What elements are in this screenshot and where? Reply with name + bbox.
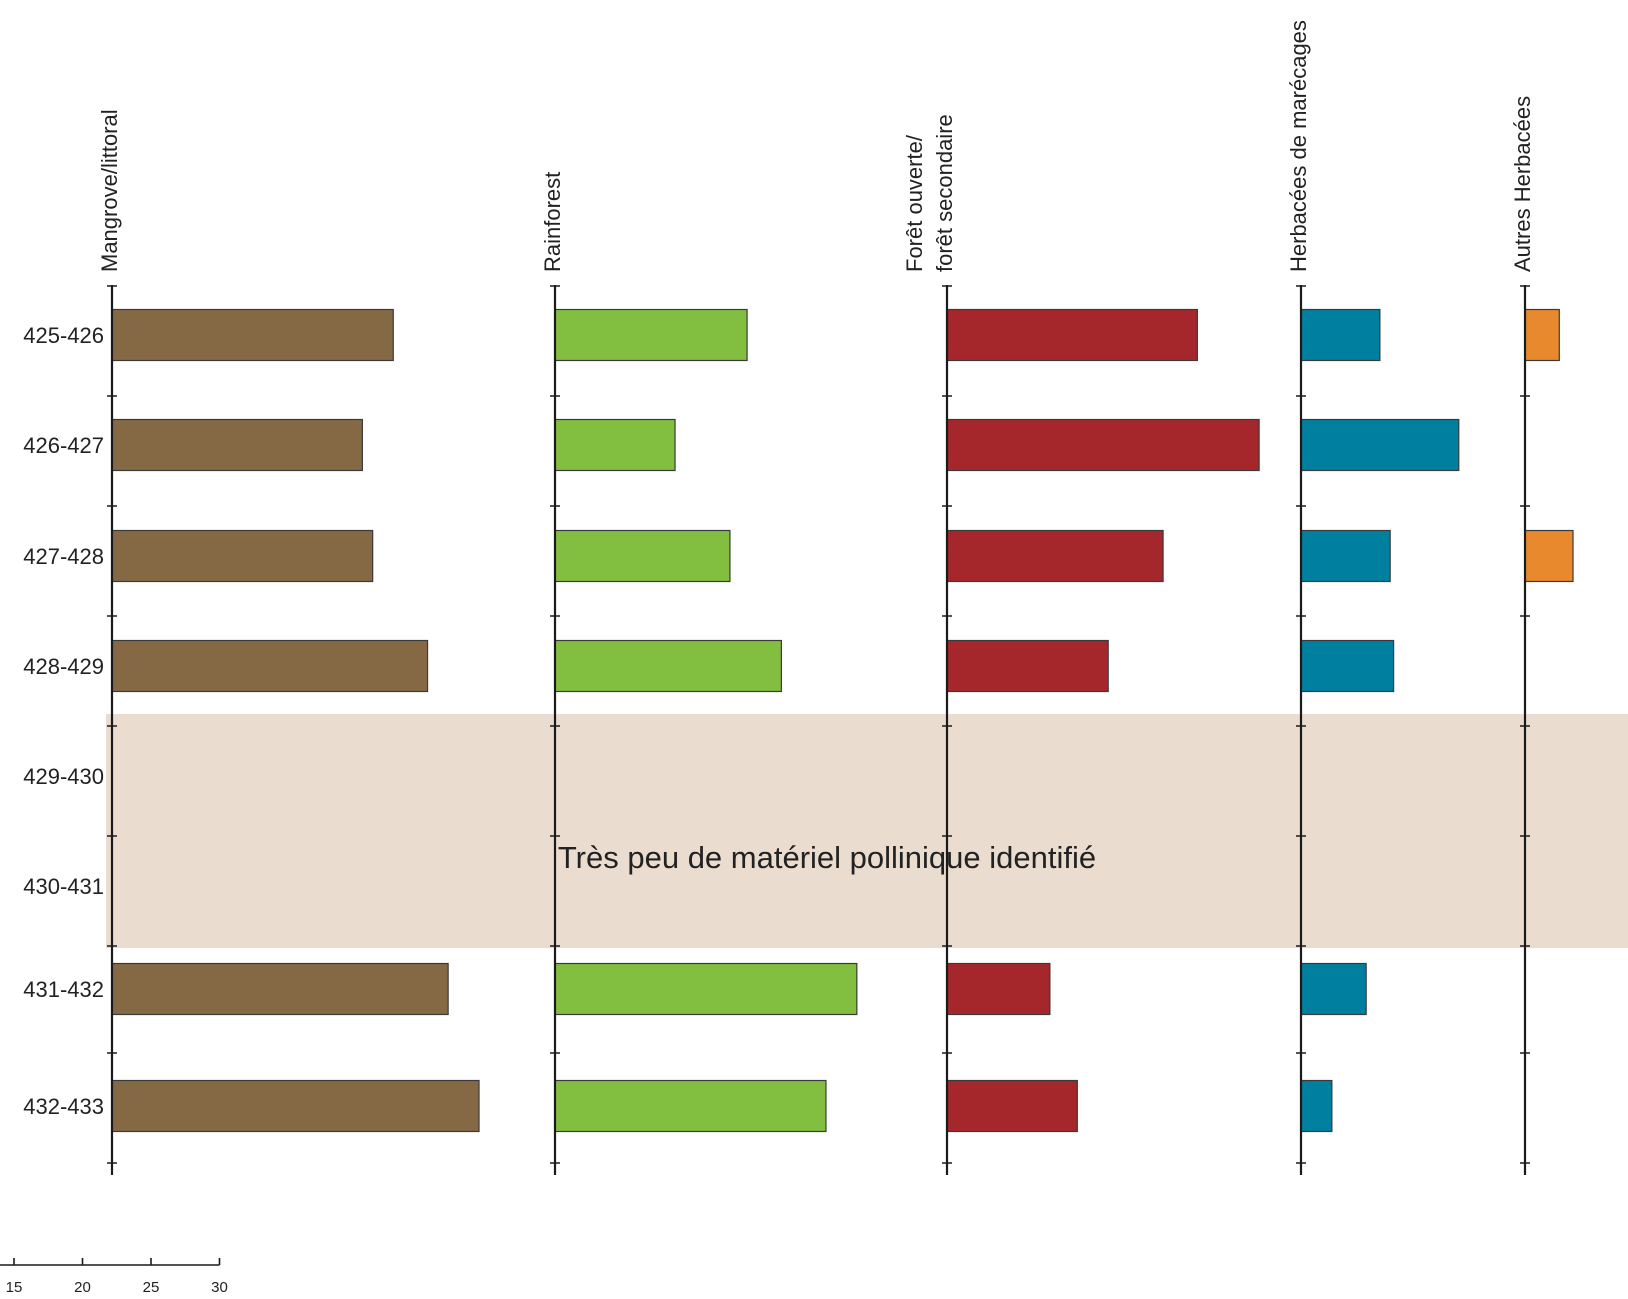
category-label: 432-433 xyxy=(23,1094,104,1119)
bar-4-426-427 xyxy=(1300,418,1460,472)
category-label: 431-432 xyxy=(23,977,104,1002)
series-title: Rainforest xyxy=(540,172,565,272)
bar-5-425-426 xyxy=(1524,308,1560,362)
scale-tick-label: 15 xyxy=(6,1279,23,1296)
category-label: 428-429 xyxy=(23,654,104,679)
bar-2-432-433 xyxy=(554,1079,827,1133)
bar-1-428-429 xyxy=(111,639,429,693)
bar-1-427-428 xyxy=(111,529,374,583)
bar-4-427-428 xyxy=(1300,529,1391,583)
bar-3-427-428 xyxy=(946,529,1164,583)
note-layer: Très peu de matériel pollinique identifi… xyxy=(558,840,1096,875)
bar-layer xyxy=(111,308,1574,1133)
bar-3-431-432 xyxy=(946,962,1051,1016)
bar-4-431-432 xyxy=(1300,962,1367,1016)
annotation-band-layer xyxy=(106,714,1628,948)
bar-2-427-428 xyxy=(554,529,731,583)
bar-2-431-432 xyxy=(554,962,858,1016)
bar-1-432-433 xyxy=(111,1079,480,1133)
bar-2-426-427 xyxy=(554,418,676,472)
bar-3-426-427 xyxy=(946,418,1260,472)
axis-layer xyxy=(107,285,1530,1175)
bar-2-425-426 xyxy=(554,308,748,362)
bar-4-432-433 xyxy=(1300,1079,1333,1133)
bar-2-428-429 xyxy=(554,639,782,693)
scale-tick-label: 25 xyxy=(143,1279,160,1296)
scale-tick-label: 20 xyxy=(74,1279,91,1296)
category-label: 430-431 xyxy=(23,874,104,899)
scale-tick-label: 30 xyxy=(211,1279,228,1296)
series-title: Herbacées de marécages xyxy=(1286,20,1311,272)
scale-bar: 15 20 25 30 xyxy=(0,1258,228,1296)
series-title: forêt secondaire xyxy=(932,114,957,272)
bar-3-428-429 xyxy=(946,639,1109,693)
series-title: Mangrove/littoral xyxy=(97,109,122,272)
bar-1-431-432 xyxy=(111,962,449,1016)
bar-1-425-426 xyxy=(111,308,394,362)
category-label: 425-426 xyxy=(23,323,104,348)
category-label: 429-430 xyxy=(23,764,104,789)
series-title: Forêt ouverte/ xyxy=(902,134,927,272)
annotation-band xyxy=(106,714,1628,948)
bar-3-432-433 xyxy=(946,1079,1078,1133)
label-layer: 425-426 426-427 427-428 428-429 429-430 430-4… xyxy=(23,20,1535,1119)
category-label: 427-428 xyxy=(23,544,104,569)
bar-5-427-428 xyxy=(1524,529,1574,583)
bar-3-425-426 xyxy=(946,308,1198,362)
category-label: 426-427 xyxy=(23,433,104,458)
bar-4-428-429 xyxy=(1300,639,1395,693)
annotation-text: Très peu de matériel pollinique identifi… xyxy=(558,840,1096,875)
bar-1-426-427 xyxy=(111,418,363,472)
bar-4-425-426 xyxy=(1300,308,1381,362)
series-title: Autres Herbacées xyxy=(1510,96,1535,272)
